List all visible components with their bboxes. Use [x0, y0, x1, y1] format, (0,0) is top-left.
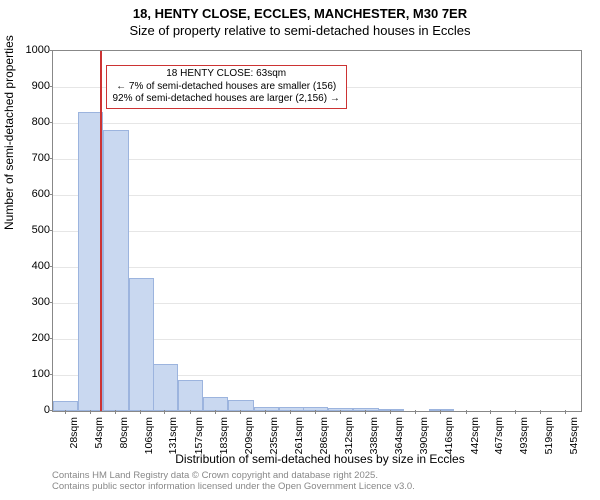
x-tick-mark: [515, 410, 516, 414]
x-tick-mark: [390, 410, 391, 414]
x-tick-mark: [540, 410, 541, 414]
y-tick-label: 0: [10, 404, 50, 416]
y-tick-label: 200: [10, 332, 50, 344]
histogram-bar: [279, 407, 304, 411]
y-tick-label: 1000: [10, 44, 50, 56]
histogram-bar: [429, 409, 454, 411]
y-axis-label: Number of semi-detached properties: [2, 35, 16, 230]
x-tick-mark: [440, 410, 441, 414]
y-tick-label: 700: [10, 152, 50, 164]
annotation-line-2: ← 7% of semi-detached houses are smaller…: [113, 81, 340, 94]
x-tick-mark: [140, 410, 141, 414]
x-tick-mark: [466, 410, 467, 414]
x-tick-mark: [265, 410, 266, 414]
x-tick-mark: [65, 410, 66, 414]
footer-attribution: Contains HM Land Registry data © Crown c…: [52, 470, 415, 493]
x-tick-mark: [290, 410, 291, 414]
x-tick-mark: [190, 410, 191, 414]
histogram-bar: [353, 408, 378, 411]
title-line-2: Size of property relative to semi-detach…: [0, 21, 600, 38]
y-tick-label: 800: [10, 116, 50, 128]
x-tick-mark: [565, 410, 566, 414]
chart-container: 18, HENTY CLOSE, ECCLES, MANCHESTER, M30…: [0, 0, 600, 500]
gridline: [53, 123, 581, 124]
histogram-bar: [228, 400, 253, 411]
gridline: [53, 231, 581, 232]
histogram-bar: [303, 407, 328, 411]
histogram-bar: [129, 278, 154, 411]
marker-annotation: 18 HENTY CLOSE: 63sqm← 7% of semi-detach…: [106, 65, 347, 109]
x-tick-mark: [90, 410, 91, 414]
histogram-bar: [103, 130, 128, 411]
x-tick-mark: [164, 410, 165, 414]
x-tick-mark: [415, 410, 416, 414]
x-tick-mark: [240, 410, 241, 414]
gridline: [53, 159, 581, 160]
y-tick-label: 600: [10, 188, 50, 200]
marker-line: [100, 51, 102, 411]
footer-line-1: Contains HM Land Registry data © Crown c…: [52, 470, 415, 481]
histogram-bar: [379, 409, 404, 411]
histogram-bar: [178, 380, 203, 411]
footer-line-2: Contains public sector information licen…: [52, 481, 415, 492]
x-tick-mark: [365, 410, 366, 414]
chart-plot-area: 18 HENTY CLOSE: 63sqm← 7% of semi-detach…: [52, 50, 582, 412]
y-tick-label: 900: [10, 80, 50, 92]
x-tick-mark: [340, 410, 341, 414]
x-tick-mark: [490, 410, 491, 414]
x-tick-mark: [315, 410, 316, 414]
x-tick-mark: [215, 410, 216, 414]
y-tick-label: 100: [10, 368, 50, 380]
y-tick-label: 400: [10, 260, 50, 272]
y-tick-label: 300: [10, 296, 50, 308]
annotation-line-1: 18 HENTY CLOSE: 63sqm: [113, 68, 340, 81]
histogram-bar: [203, 397, 228, 411]
x-tick-mark: [115, 410, 116, 414]
histogram-bar: [153, 364, 178, 411]
annotation-line-3: 92% of semi-detached houses are larger (…: [113, 93, 340, 106]
gridline: [53, 195, 581, 196]
title-line-1: 18, HENTY CLOSE, ECCLES, MANCHESTER, M30…: [0, 0, 600, 21]
y-tick-label: 500: [10, 224, 50, 236]
histogram-bar: [254, 407, 279, 411]
gridline: [53, 267, 581, 268]
histogram-bar: [328, 408, 353, 411]
histogram-bar: [53, 401, 78, 411]
x-axis-label: Distribution of semi-detached houses by …: [0, 452, 600, 466]
